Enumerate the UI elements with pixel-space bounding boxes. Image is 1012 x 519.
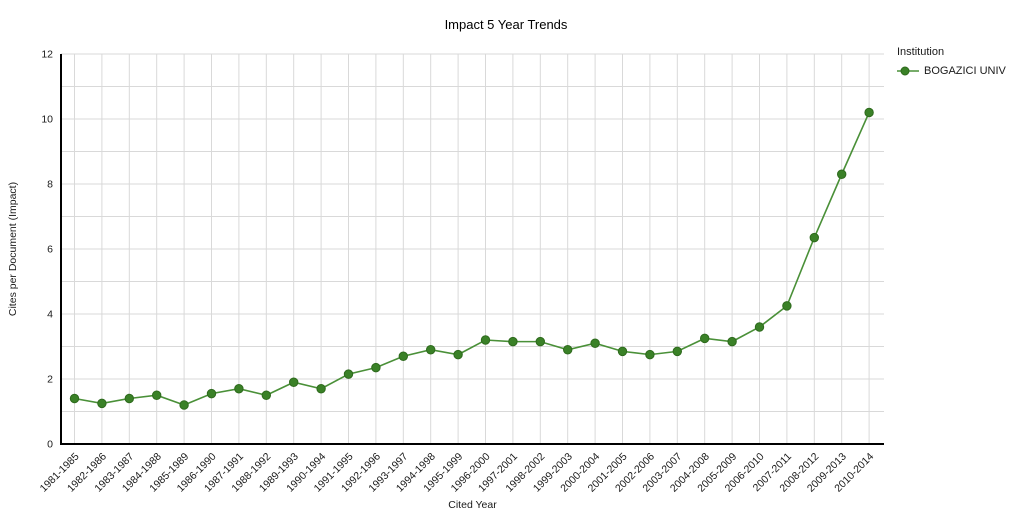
data-point (453, 349, 463, 360)
data-point (371, 362, 381, 373)
data-point (234, 384, 244, 394)
y-tick-label: 12 (41, 49, 53, 61)
data-point (343, 369, 354, 379)
data-point (426, 345, 436, 355)
y-tick-label: 10 (41, 114, 53, 126)
data-point (152, 390, 162, 400)
legend: Institution BOGAZICI UNIV (897, 46, 1006, 77)
data-point (261, 390, 271, 400)
series-marker-icon (897, 66, 919, 76)
y-tick-label: 6 (47, 244, 53, 256)
y-tick-label: 8 (47, 179, 53, 191)
data-point (809, 232, 819, 243)
data-point (508, 336, 518, 347)
data-point (69, 393, 80, 404)
data-point (837, 169, 847, 179)
data-point (617, 346, 628, 357)
data-point (124, 393, 135, 404)
data-point (563, 345, 573, 355)
legend-title: Institution (897, 46, 945, 58)
legend-item-bogazici-univ[interactable]: BOGAZICI UNIV (897, 65, 1006, 77)
data-point (179, 400, 189, 410)
y-tick-label: 4 (47, 309, 53, 321)
data-point (782, 301, 792, 311)
data-point (480, 335, 491, 345)
data-point (754, 322, 765, 332)
chart-title: Impact 5 Year Trends (444, 17, 568, 32)
data-point (206, 388, 217, 399)
data-point (590, 338, 600, 348)
series-line (74, 112, 870, 406)
data-point (864, 107, 874, 118)
data-point (97, 398, 107, 409)
legend-item-label: BOGAZICI UNIV (924, 65, 1006, 77)
data-point (289, 377, 299, 387)
data-point (535, 336, 545, 347)
data-point (700, 333, 710, 344)
data-point (645, 349, 655, 360)
x-axis-title: Cited Year (448, 499, 497, 511)
y-tick-label: 2 (47, 374, 53, 386)
y-tick-label: 0 (47, 439, 53, 451)
data-point (398, 351, 408, 361)
data-point (316, 384, 326, 394)
data-point (727, 336, 737, 347)
data-point (672, 346, 682, 357)
